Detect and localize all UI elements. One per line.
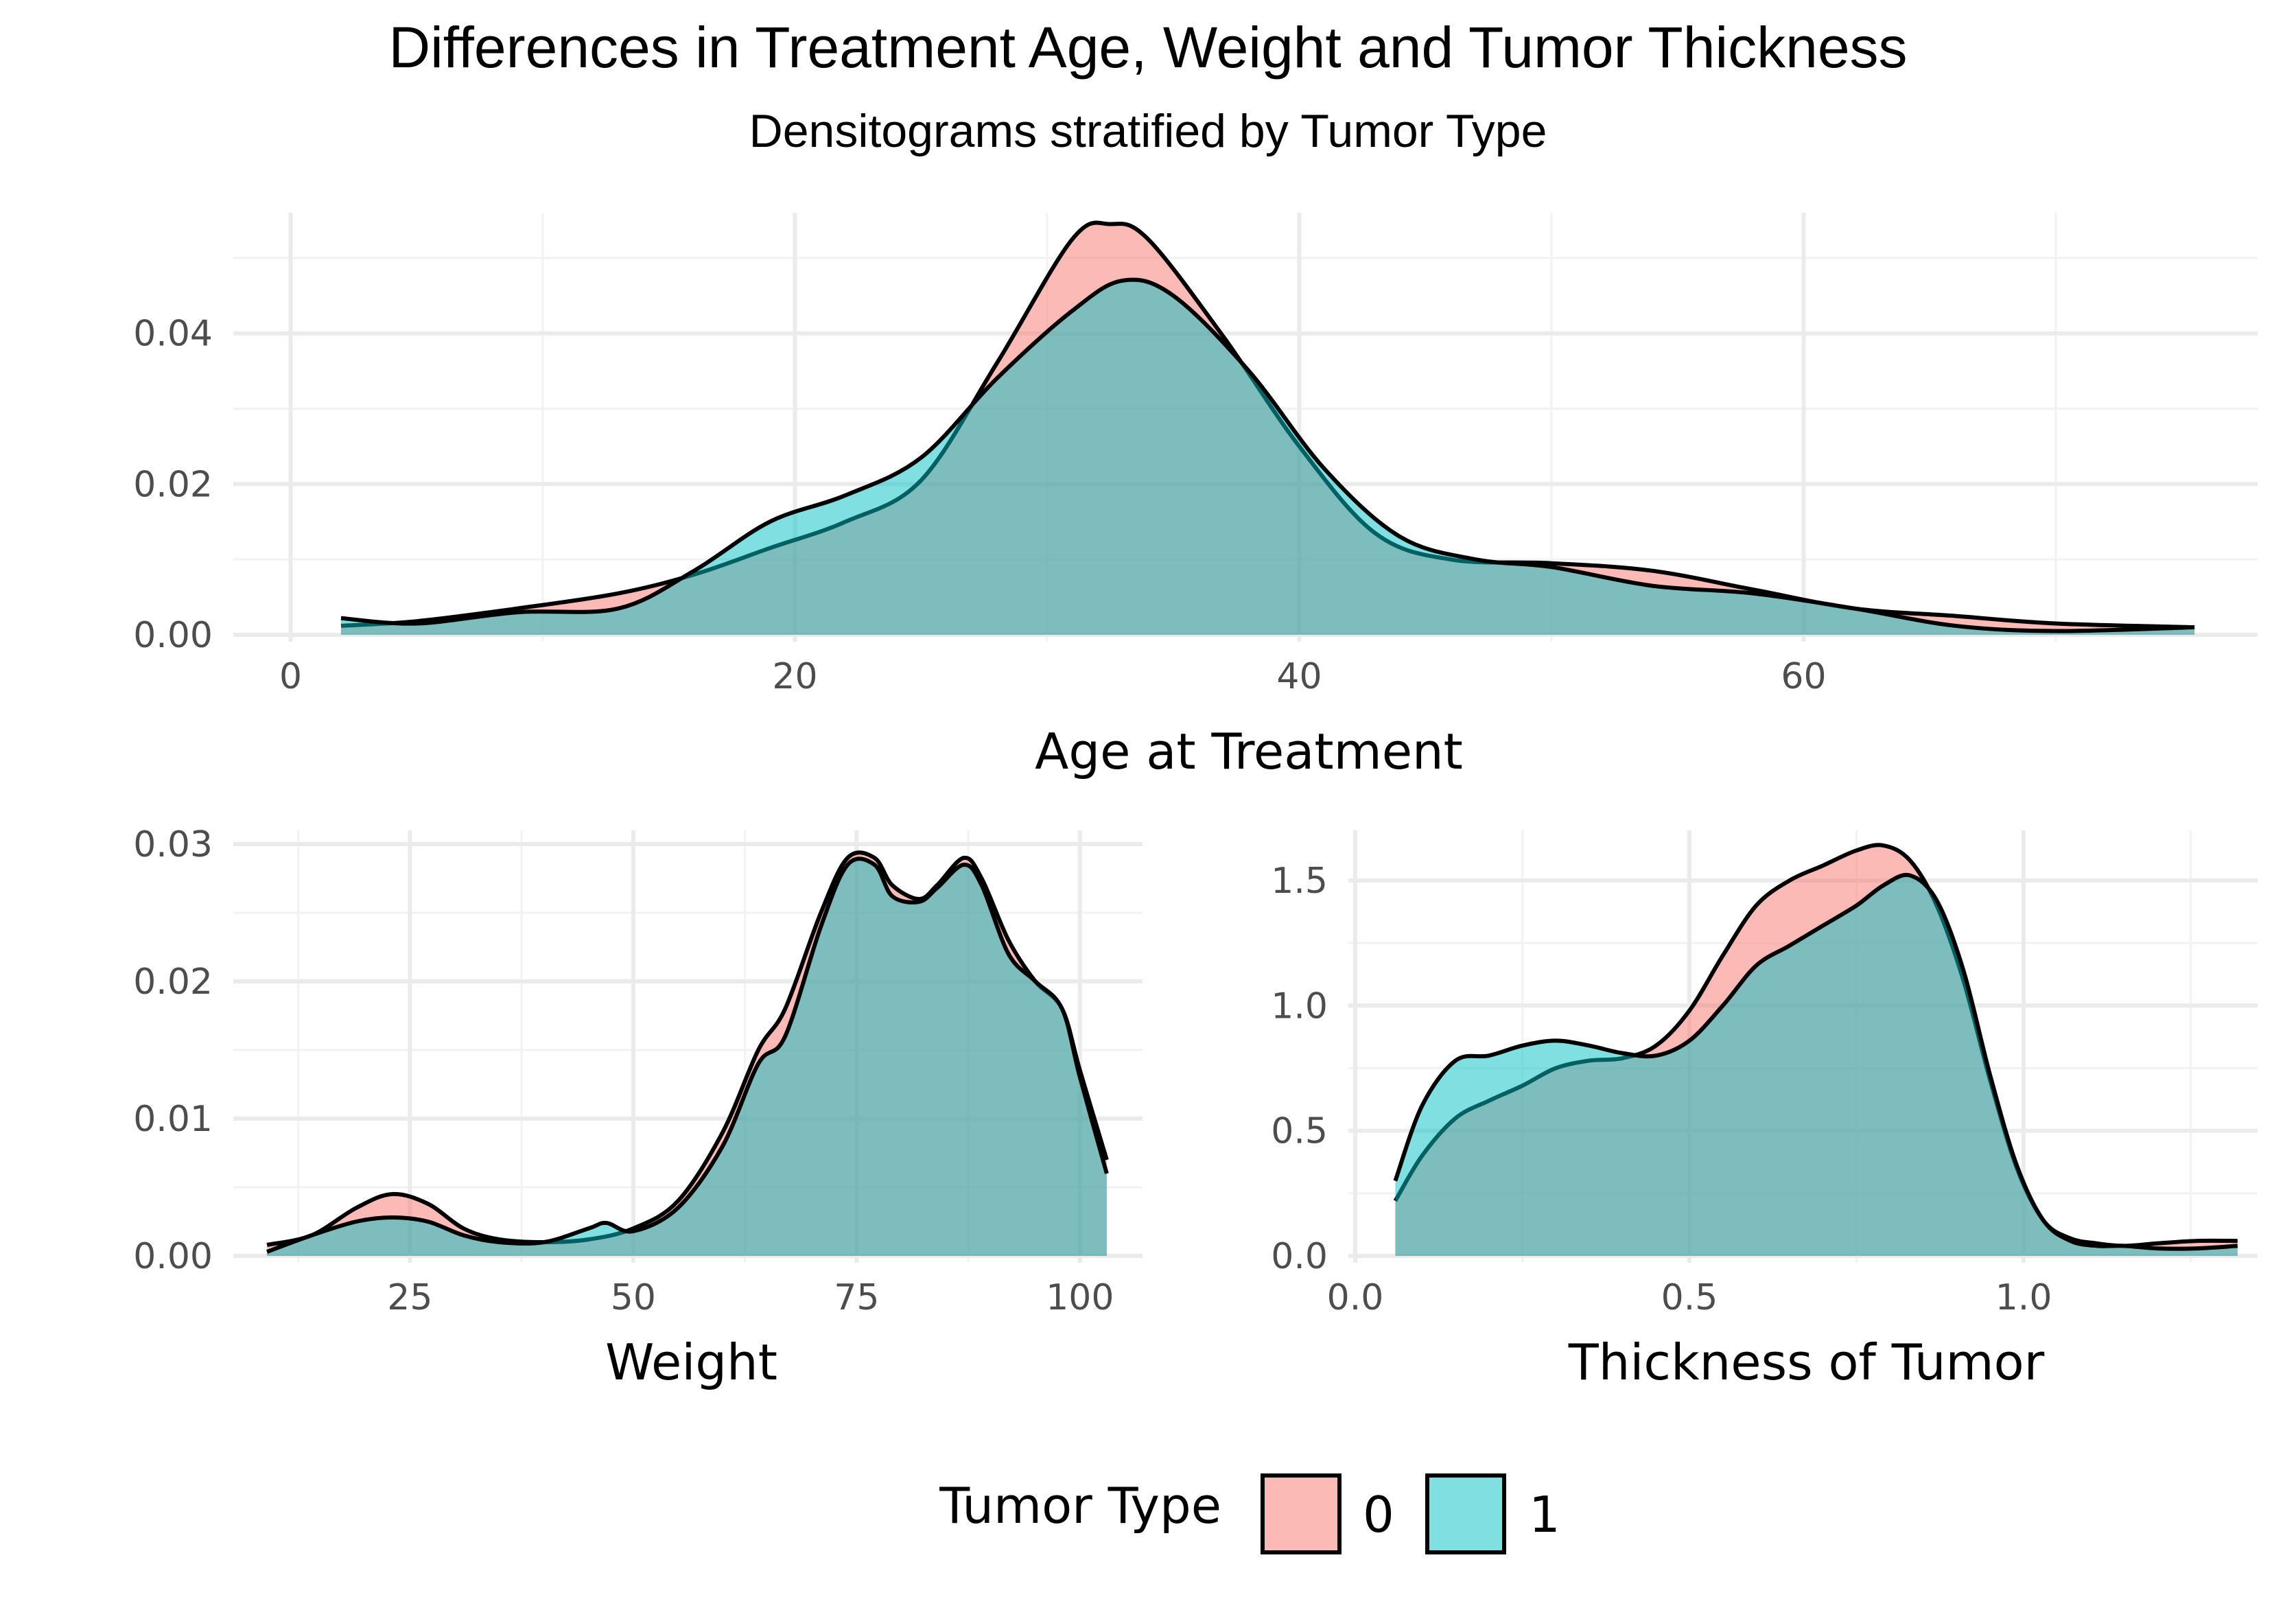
thickness-y-tick-label: 0.0 <box>1271 1236 1328 1277</box>
legend-label-1: 1 <box>1529 1486 1560 1543</box>
weight-x-tick-label: 75 <box>834 1277 879 1318</box>
legend-label-0: 0 <box>1363 1486 1394 1543</box>
weight-density-panel: 25 50 75 100 0.00 0.01 0.02 0.03 Weight <box>133 824 1143 1391</box>
thickness-y-tick-label: 0.5 <box>1271 1111 1328 1152</box>
weight-density-line-0 <box>266 850 1109 1247</box>
weight-density-line-1 <box>266 856 1109 1254</box>
age-density-area-1 <box>341 279 2195 635</box>
thickness-density-line-1 <box>1393 872 2238 1251</box>
weight-x-tick-label: 50 <box>611 1277 656 1318</box>
thickness-x-axis-title: Thickness of Tumor <box>1568 1333 2045 1391</box>
thickness-density-area-1 <box>1395 874 2238 1256</box>
age-x-tick-label: 20 <box>772 656 817 697</box>
age-density-line-1 <box>340 277 2195 633</box>
age-x-tick-label: 60 <box>1781 656 1826 697</box>
weight-y-tick-label: 0.03 <box>133 824 213 865</box>
age-x-tick-label: 0 <box>279 656 302 697</box>
weight-y-tick-label: 0.02 <box>133 961 213 1003</box>
thickness-y-tick-label: 1.0 <box>1271 986 1328 1027</box>
thickness-x-tick-label: 0.0 <box>1327 1277 1384 1318</box>
age-y-tick-label: 0.00 <box>133 615 213 656</box>
legend-title: Tumor Type <box>939 1477 1221 1535</box>
age-x-axis-title: Age at Treatment <box>1035 723 1463 780</box>
legend-key-1 <box>1425 1473 1506 1554</box>
chart-subtitle: Densitograms stratified by Tumor Type <box>749 105 1547 157</box>
age-x-tick-label: 40 <box>1276 656 1322 697</box>
weight-x-tick-label: 25 <box>387 1277 432 1318</box>
thickness-x-tick-label: 0.5 <box>1661 1277 1718 1318</box>
legend: Tumor Type 0 1 <box>939 1473 1560 1554</box>
legend-key-0 <box>1261 1473 1342 1554</box>
weight-y-tick-label: 0.00 <box>133 1236 213 1277</box>
age-y-tick-label: 0.02 <box>133 464 213 505</box>
thickness-y-tick-label: 1.5 <box>1271 861 1328 902</box>
weight-y-tick-label: 0.01 <box>133 1099 213 1140</box>
weight-x-axis-title: Weight <box>605 1333 777 1391</box>
age-density-panel: 0 20 40 60 0.00 0.02 0.04 Age at Treatment <box>133 213 2258 780</box>
age-y-tick-label: 0.04 <box>133 314 213 355</box>
weight-density-area-1 <box>267 859 1107 1256</box>
weight-x-tick-label: 100 <box>1046 1277 1114 1318</box>
thickness-density-panel: 0.0 0.5 1.0 0.0 0.5 1.0 1.5 Thickness of Tumor <box>1271 830 2258 1391</box>
thickness-x-tick-label: 1.0 <box>1995 1277 2052 1318</box>
chart-title: Differences in Treatment Age, Weight and… <box>388 15 1907 80</box>
